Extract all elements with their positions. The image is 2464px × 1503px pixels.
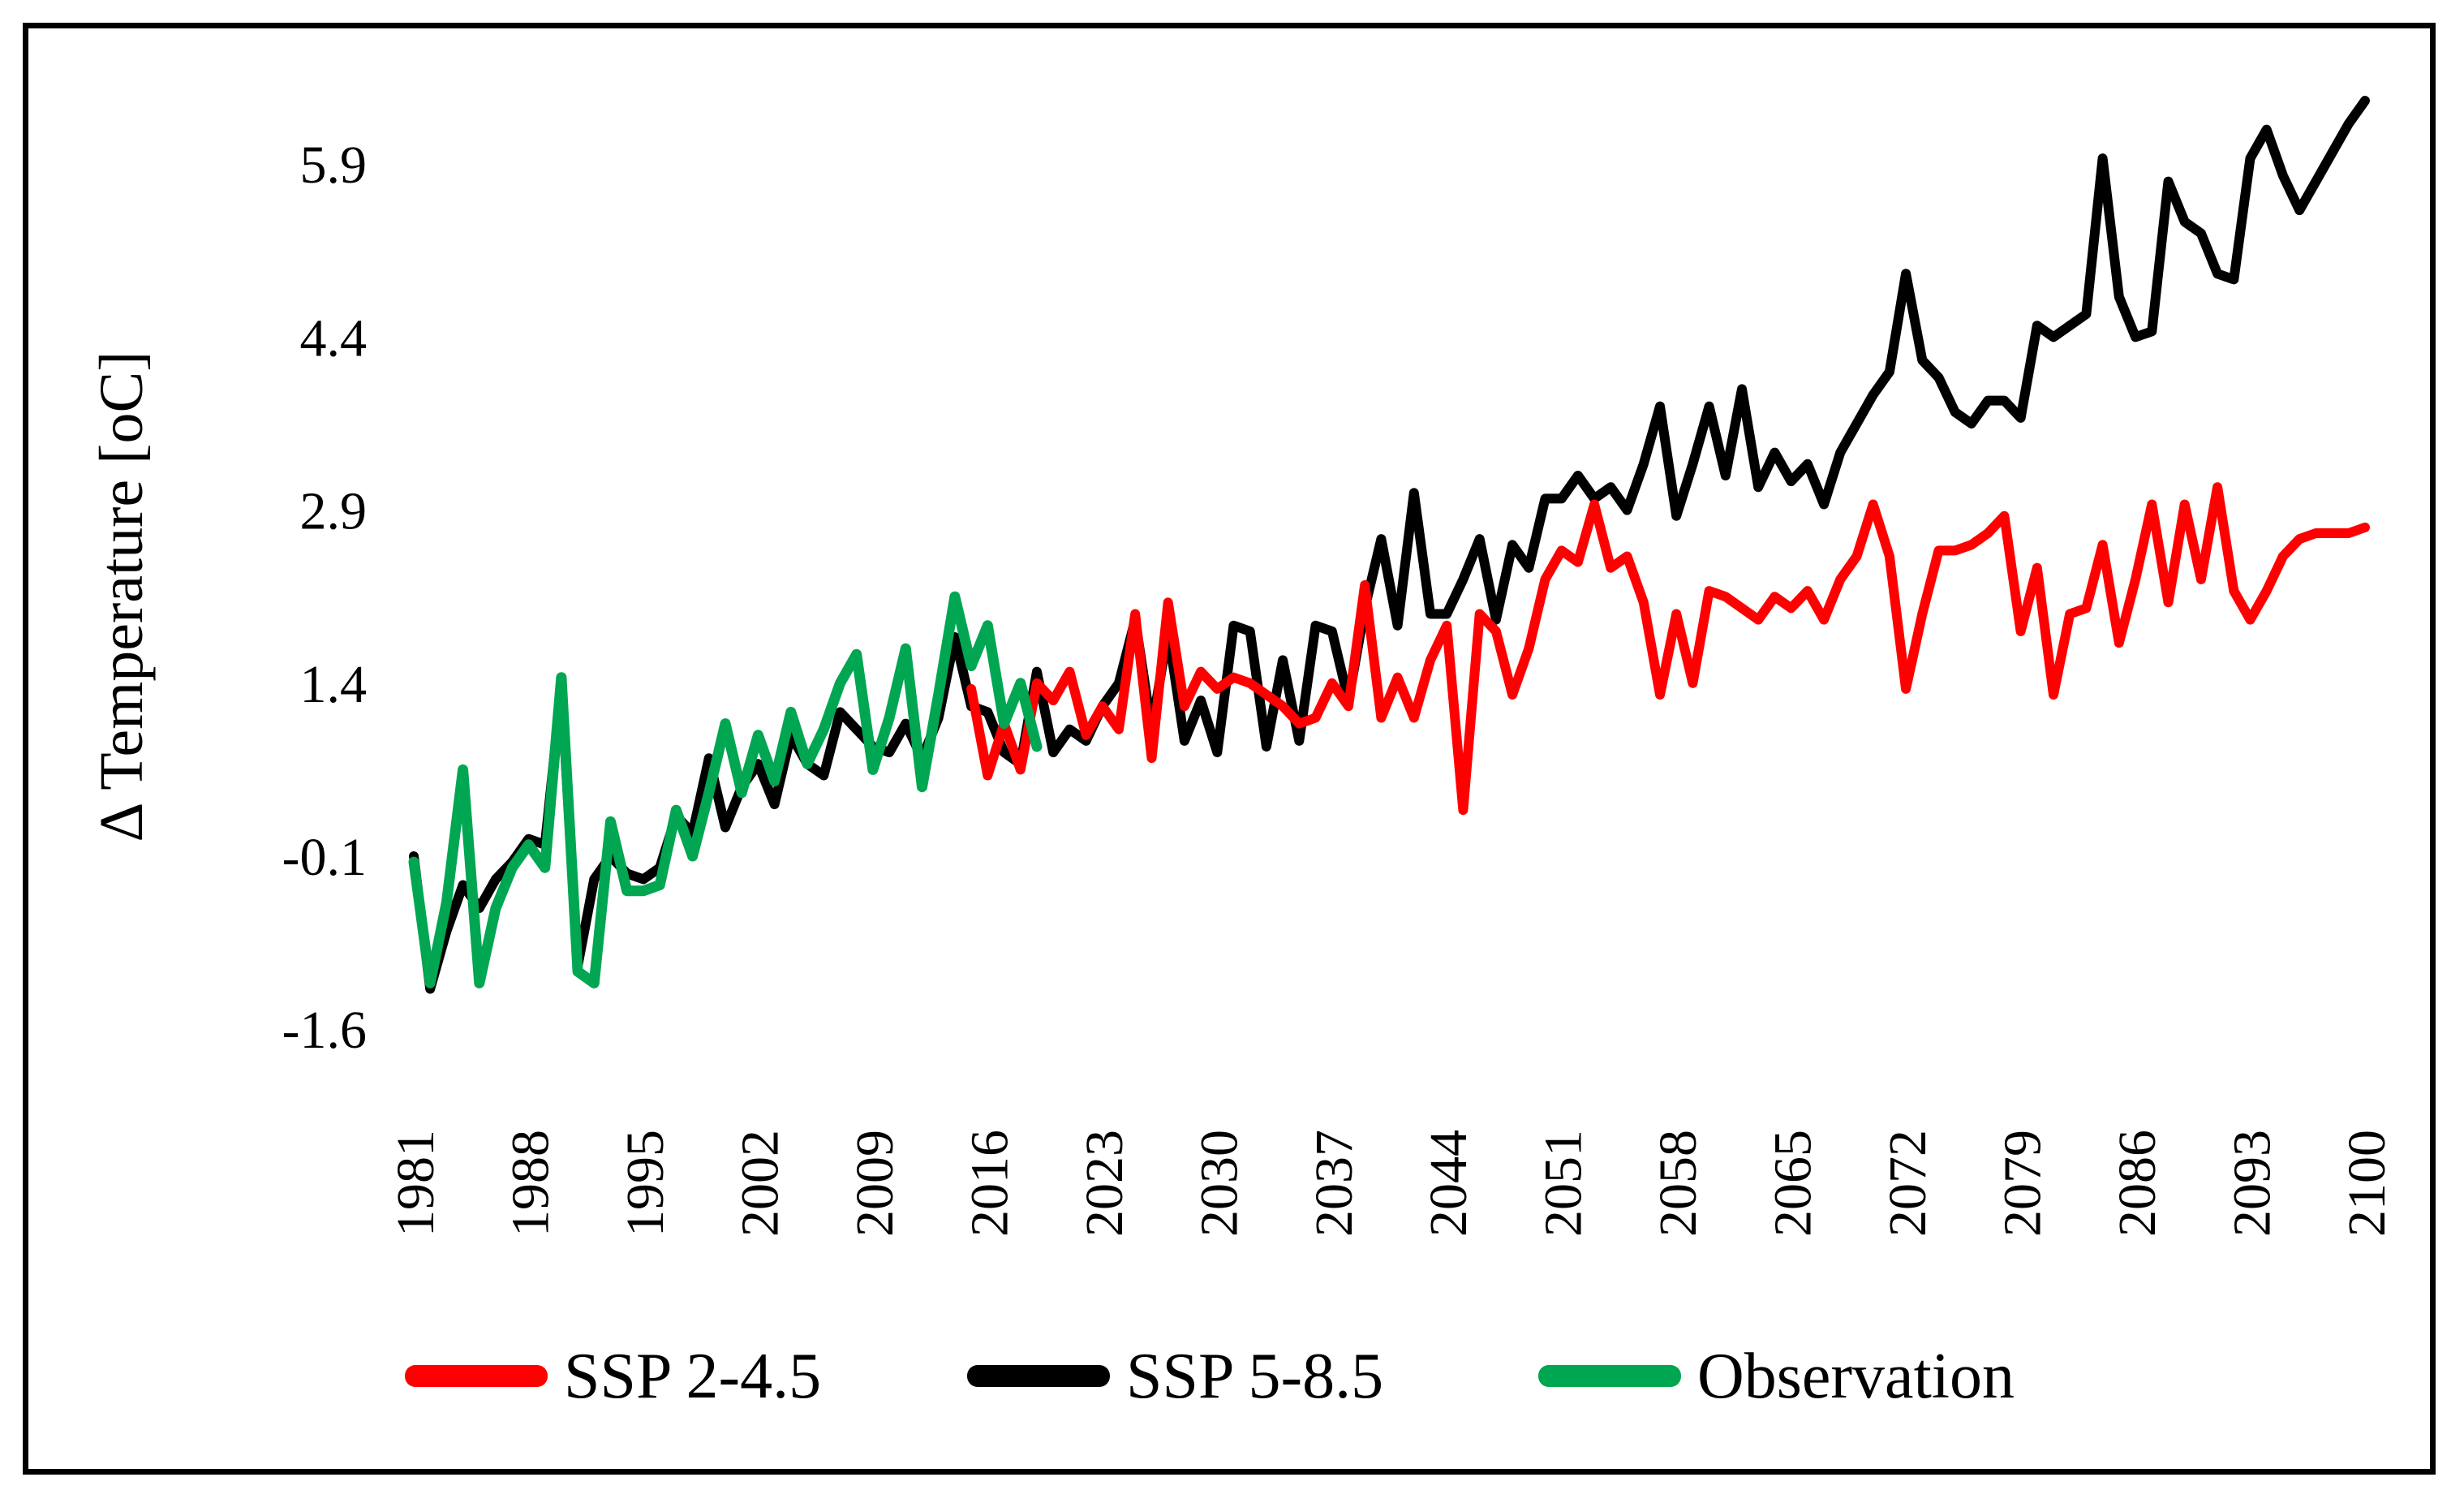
legend-item-ssp-2-4-5: SSP 2-4.5 xyxy=(405,1341,821,1412)
series-line-observation xyxy=(408,591,1043,988)
x-tick-label: 2044 xyxy=(1419,1130,1478,1237)
x-tick-label: 2037 xyxy=(1305,1130,1364,1237)
series-line-ssp-2-4-5 xyxy=(966,482,2370,816)
x-tick-label: 2009 xyxy=(845,1130,905,1237)
y-tick-label: 2.9 xyxy=(300,482,368,541)
chart-legend: SSP 2-4.5 SSP 5-8.5 Observation xyxy=(405,1341,2015,1412)
x-tick-label: 2100 xyxy=(2337,1130,2397,1237)
legend-label: SSP 2-4.5 xyxy=(564,1341,821,1412)
x-tick-label: 2058 xyxy=(1649,1130,1708,1237)
y-axis-title: Δ Temperature [oC] xyxy=(88,351,156,842)
x-tick-label: 1981 xyxy=(386,1130,445,1237)
legend-label: Observation xyxy=(1697,1341,2015,1412)
y-tick-label: 5.9 xyxy=(300,136,368,195)
chart-frame xyxy=(23,23,2436,1475)
x-tick-label: 1988 xyxy=(501,1130,560,1237)
series-line-ssp-5-8-5 xyxy=(409,96,2370,994)
x-tick-label: 2051 xyxy=(1534,1130,1593,1237)
y-axis-tick-labels: 5.9 4.4 2.9 1.4 -0.1 -1.6 xyxy=(282,136,367,1060)
y-tick-label: -0.1 xyxy=(282,828,367,887)
legend-label: SSP 5-8.5 xyxy=(1126,1341,1383,1412)
x-tick-label: 2065 xyxy=(1764,1130,1823,1237)
x-tick-label: 2086 xyxy=(2108,1130,2167,1237)
x-axis-tick-labels: 1981 1988 1995 2002 2009 2016 2023 2030 2037 2044… xyxy=(386,1130,2397,1237)
legend-swatch xyxy=(967,1365,1110,1387)
x-tick-label: 2030 xyxy=(1189,1130,1249,1237)
y-tick-label: 4.4 xyxy=(300,308,368,368)
x-tick-label: 2002 xyxy=(730,1130,789,1237)
x-tick-label: 2093 xyxy=(2223,1130,2282,1237)
x-tick-label: 2072 xyxy=(1878,1130,1937,1237)
x-tick-label: 2016 xyxy=(960,1130,1019,1237)
y-tick-label: -1.6 xyxy=(282,1001,367,1060)
legend-item-ssp-5-8-5: SSP 5-8.5 xyxy=(967,1341,1383,1412)
x-tick-label: 2079 xyxy=(1993,1130,2053,1237)
x-tick-label: 2023 xyxy=(1075,1130,1134,1237)
x-tick-label: 1995 xyxy=(616,1130,675,1237)
legend-item-observation: Observation xyxy=(1538,1341,2015,1412)
legend-swatch xyxy=(405,1365,548,1387)
data-series-lines xyxy=(408,96,2370,994)
y-tick-label: 1.4 xyxy=(300,655,368,714)
legend-swatch xyxy=(1538,1365,1681,1387)
